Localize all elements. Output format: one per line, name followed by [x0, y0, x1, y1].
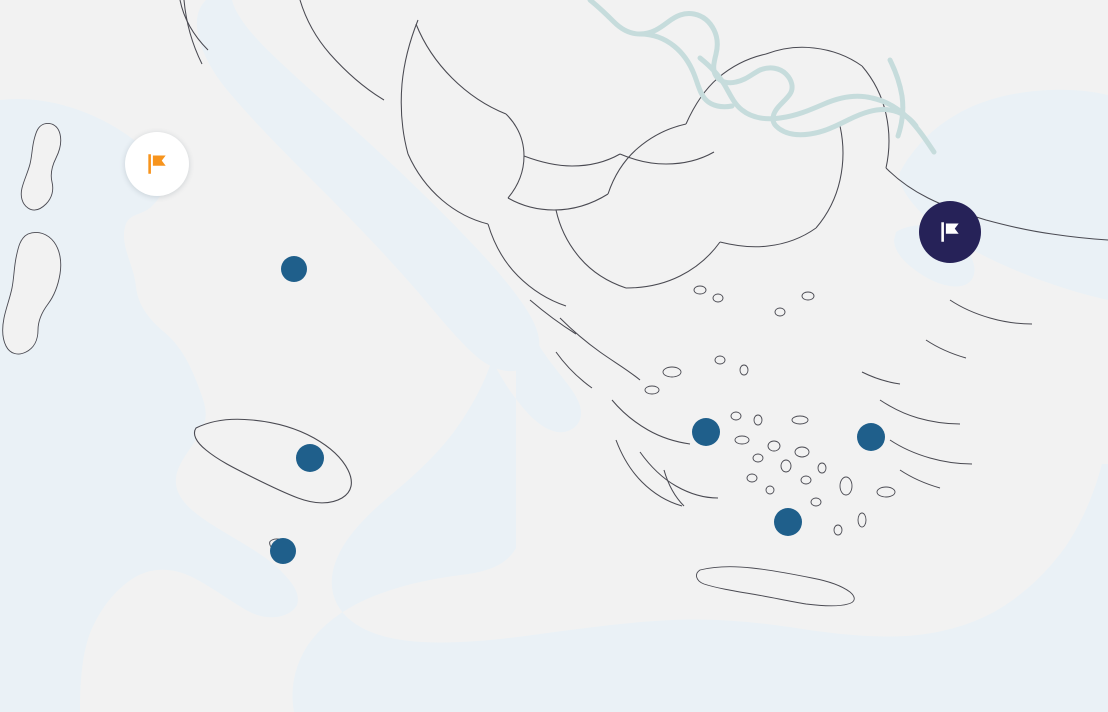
- port-dot-marker[interactable]: [296, 444, 324, 472]
- start-flag-marker[interactable]: [125, 132, 189, 196]
- end-flag-marker[interactable]: [919, 201, 981, 263]
- port-dot-marker[interactable]: [281, 256, 307, 282]
- port-dot-marker[interactable]: [270, 538, 296, 564]
- port-dot-marker[interactable]: [774, 508, 802, 536]
- flag-icon: [941, 222, 959, 242]
- port-dot-marker[interactable]: [692, 418, 720, 446]
- port-dot-marker[interactable]: [857, 423, 885, 451]
- flag-icon: [148, 154, 166, 174]
